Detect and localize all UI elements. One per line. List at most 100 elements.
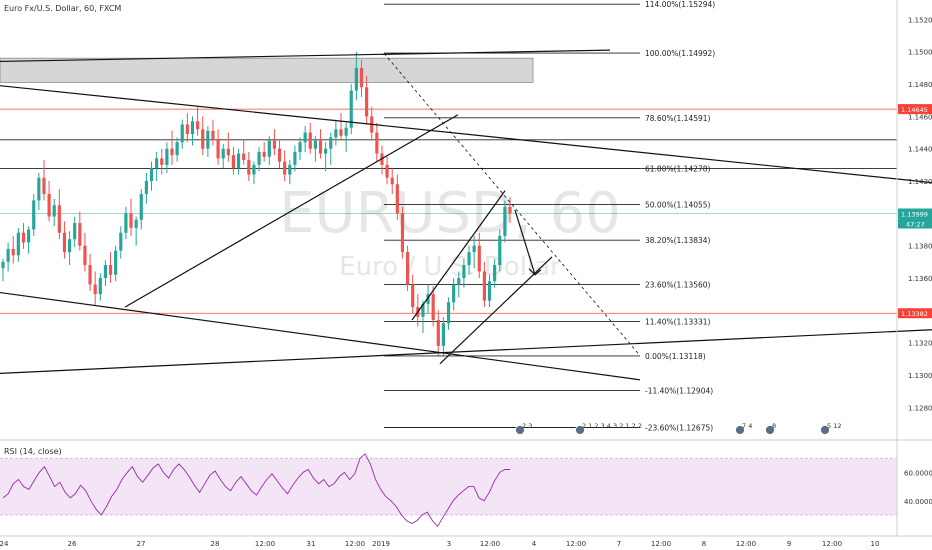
event-flag-icon-0: [515, 425, 525, 435]
rsi-label: RSI (14, close): [4, 447, 62, 456]
candle-body-27: [139, 193, 143, 220]
candle-body-15: [78, 223, 82, 246]
price-badge-2: [898, 208, 932, 229]
candle-body-61: [313, 140, 317, 149]
event-flag-icon-1: [575, 425, 585, 435]
candle-body-9: [47, 193, 51, 217]
candle-body-26: [134, 219, 138, 228]
candle-body-94: [482, 271, 486, 301]
price-tick-10: 1.14800: [908, 81, 932, 89]
candle-body-28: [144, 181, 148, 194]
time-tick-16: 9: [787, 540, 791, 548]
fib-level-label-1: 100.00%(1.14992): [645, 49, 715, 58]
candle-body-10: [52, 205, 56, 217]
fib-diagonal: [383, 53, 641, 356]
candle-body-93: [477, 245, 481, 272]
price-tick-12: 1.15200: [908, 16, 932, 24]
time-tick-17: 12:00: [822, 540, 842, 548]
price-tick-0: 1.12800: [908, 404, 932, 412]
candle-body-54: [277, 148, 282, 162]
candle-body-88: [452, 284, 456, 303]
candle-body-60: [308, 132, 312, 149]
candle-body-47: [242, 153, 246, 161]
time-tick-1: 26: [68, 540, 77, 548]
candle-body-33: [170, 148, 174, 156]
time-tick-10: 4: [532, 540, 537, 548]
candle-body-91: [467, 252, 471, 266]
price-tick-4: 1.13600: [908, 275, 932, 283]
fib-level-label-0: 114.00%(1.15294): [645, 0, 715, 9]
candle-body-44: [226, 148, 230, 156]
candle-body-16: [83, 245, 87, 266]
candle-body-99: [508, 206, 512, 214]
candle-body-14: [73, 223, 77, 240]
price-badge-0: [898, 104, 932, 115]
candle-body-48: [247, 160, 251, 175]
candle-body-2: [11, 248, 15, 256]
time-tick-3: 28: [211, 540, 220, 548]
fib-level-label-10: -23.60%(1.12675): [645, 423, 713, 432]
time-tick-12: 7: [617, 540, 621, 548]
symbol-header: Euro Fx/U.S. Dollar, 60, FXCM: [4, 4, 121, 13]
price-axis[interactable]: 1.128001.130001.132001.134001.136001.138…: [896, 0, 932, 536]
channel-top: [411, 190, 506, 321]
candle-body-63: [324, 148, 328, 154]
time-axis[interactable]: 24 26 27 28 12:00 31 12:00 2019 3 12:00 4 12:00 7 12:…: [0, 535, 932, 548]
candle-body-96: [493, 265, 497, 282]
price-tick-8: 1.14400: [908, 146, 932, 154]
time-tick-9: 12:00: [480, 540, 500, 548]
candle-body-45: [231, 155, 236, 169]
candle-body-6: [32, 200, 36, 230]
candle-body-49: [252, 164, 256, 175]
candle-body-77: [395, 184, 399, 214]
candle-body-34: [175, 142, 179, 156]
candle-body-8: [42, 177, 46, 194]
rising-support-1: [124, 114, 459, 308]
candle-body-56: [288, 164, 292, 175]
candle-body-73: [375, 132, 379, 154]
price-badge-1: [898, 308, 932, 319]
candle-body-18: [93, 284, 97, 295]
price-badge-countdown-2: 47:27: [906, 221, 925, 229]
candle-body-51: [262, 151, 266, 157]
rsi-tick-0: 40.00000: [904, 498, 932, 506]
price-tick-2: 1.13200: [908, 340, 932, 348]
candle-body-46: [236, 153, 241, 169]
candle-body-1: [6, 248, 10, 262]
price-badge-label-0: 1.14645: [901, 106, 928, 114]
candle-body-87: [446, 302, 451, 324]
candle-body-50: [257, 151, 261, 165]
candle-body-12: [62, 232, 67, 253]
candle-body-83: [426, 294, 430, 304]
time-tick-8: 3: [447, 540, 451, 548]
event-flag-icon-2: [735, 425, 745, 435]
candle-body-25: [129, 213, 133, 228]
rsi-tick-1: 60.00000: [904, 469, 932, 477]
price-badge-label-1: 1.13382: [901, 310, 928, 318]
time-tick-0: 24: [0, 540, 9, 548]
fib-retracement[interactable]: 114.00%(1.15294) 100.00%(1.14992) 78.60%(1…: [384, 0, 715, 432]
price-tick-9: 1.14600: [908, 113, 932, 121]
candle-body-22: [114, 250, 118, 275]
candle-body-52: [267, 140, 271, 157]
candle-body-84: [431, 294, 435, 321]
upper-long-trendline: [0, 85, 932, 184]
candle-body-24: [124, 213, 128, 233]
candle-body-89: [457, 277, 461, 285]
candle-body-90: [462, 265, 466, 278]
trendlines[interactable]: [0, 49, 932, 381]
supply-zone-layer: [0, 57, 534, 83]
time-tick-6: 12:00: [345, 540, 365, 548]
forecast-arrow: [514, 209, 536, 275]
flat-top-line: [0, 49, 611, 63]
economic-events[interactable]: 2 3 2 1 2 3 4 3 2 1 2 2 7 4 8 5 12: [515, 422, 842, 435]
candle-body-0: [1, 261, 5, 269]
candle-body-67: [344, 127, 348, 136]
candle-body-53: [272, 140, 277, 149]
price-tick-11: 1.15000: [908, 49, 932, 57]
candle-body-36: [185, 124, 189, 135]
event-label-2: 7 4: [742, 422, 752, 430]
candle-body-13: [67, 239, 72, 253]
candle-body-98: [503, 206, 507, 236]
